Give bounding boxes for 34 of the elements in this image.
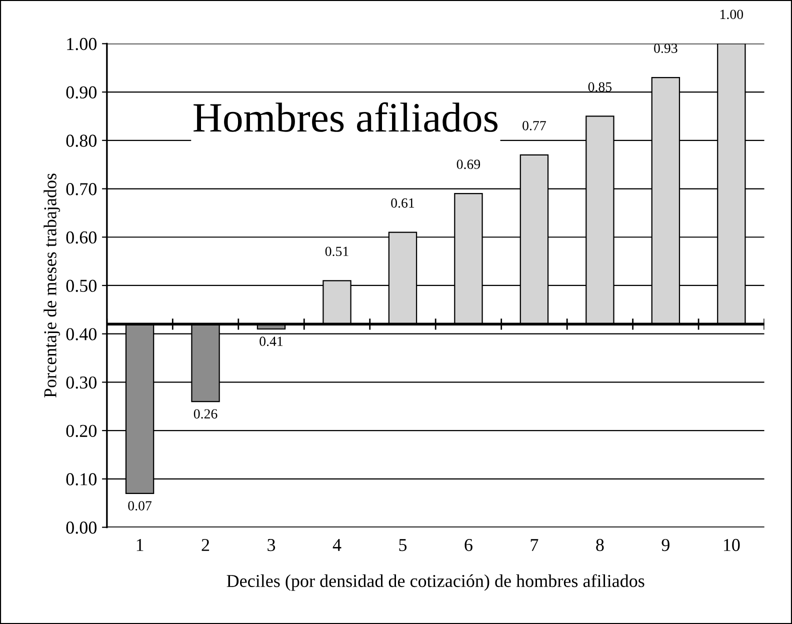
y-tick-label: 0.00 [66, 522, 97, 534]
y-tick-label: 0.50 [66, 280, 97, 292]
data-label: 0.07 [128, 501, 152, 511]
y-tick-label: 0.60 [66, 231, 97, 244]
x-tick-label: 8 [596, 538, 604, 552]
y-tick-label: 1.00 [67, 38, 97, 50]
data-label: 0.93 [654, 44, 678, 54]
x-tick-label: 6 [464, 538, 472, 552]
x-tick-label: 3 [268, 538, 276, 552]
data-label: 0.26 [194, 409, 218, 419]
data-label: 0.51 [325, 246, 348, 256]
data-label: 0.69 [456, 160, 480, 170]
x-tick-label: 7 [530, 539, 538, 551]
data-label: 1.00 [720, 10, 744, 20]
x-tick-label: 5 [399, 539, 407, 552]
y-tick-label: 0.30 [66, 376, 97, 389]
text: Hombres afiliados [194, 102, 498, 132]
x-axis-title: Deciles (por densidad de cotización) de hombres afiliados [226, 574, 644, 591]
data-label: 0.61 [391, 198, 414, 208]
x-tick-label: 4 [332, 539, 342, 551]
y-tick-label: 0.10 [66, 473, 97, 486]
y-tick-label: 0.80 [66, 134, 97, 147]
x-tick-label: 9 [662, 538, 670, 552]
y-tick-label: 0.90 [66, 86, 97, 99]
data-label: 0.41 [260, 336, 283, 346]
y-tick-label: 0.40 [66, 328, 97, 340]
data-label: 0.77 [522, 120, 546, 130]
x-tick-label: 2 [202, 538, 210, 551]
data-label: 0.85 [588, 82, 612, 92]
y-tick-label: 0.20 [66, 424, 97, 438]
y-tick-label: 0.70 [66, 183, 97, 196]
y-axis-title: Porcentaje de meses trabajados [44, 174, 60, 398]
x-tick-label: 1 [136, 539, 144, 551]
x-tick-label: 10 [724, 538, 740, 552]
